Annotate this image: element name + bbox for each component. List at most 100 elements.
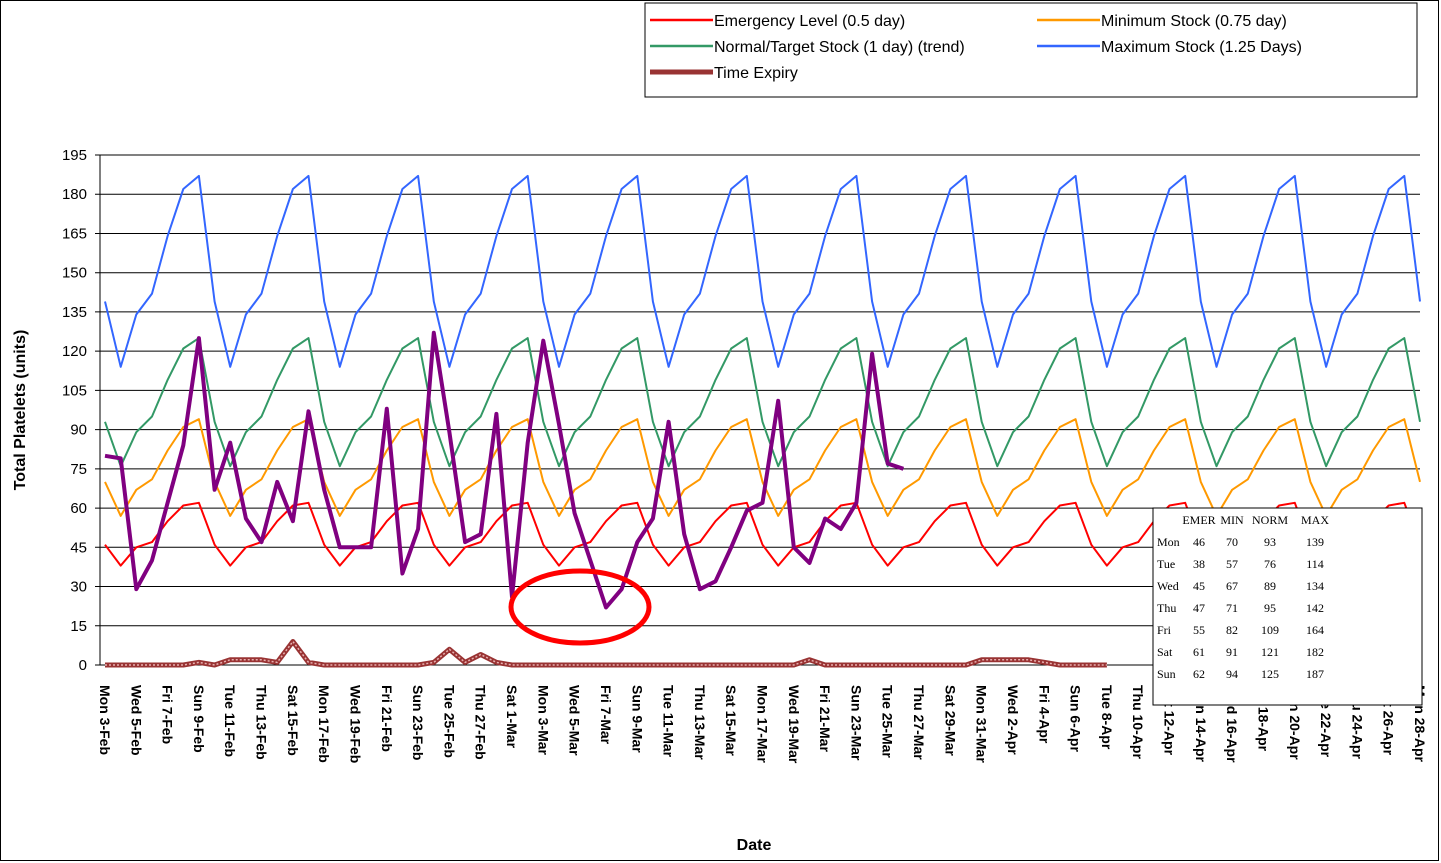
legend-label: Emergency Level (0.5 day) xyxy=(714,13,905,30)
y-tick-label: 195 xyxy=(62,147,87,164)
table-cell: 61 xyxy=(1193,645,1205,659)
y-tick-label: 45 xyxy=(70,539,87,556)
y-tick-label: 105 xyxy=(62,382,87,399)
table-cell: 125 xyxy=(1261,667,1279,681)
x-tick-label: Sat 29-Mar xyxy=(942,685,958,756)
annotation-layer xyxy=(508,568,652,646)
table-cell: 70 xyxy=(1226,535,1238,549)
x-tick-label: Sun 23-Mar xyxy=(848,685,864,761)
table-cell: 38 xyxy=(1193,557,1205,571)
table-cell: 82 xyxy=(1226,623,1238,637)
table-cell: 139 xyxy=(1306,535,1324,549)
table-header: EMER xyxy=(1182,513,1215,527)
table-box xyxy=(1152,507,1423,706)
table-cell: 134 xyxy=(1306,579,1324,593)
table-day: Tue xyxy=(1157,557,1175,571)
table-day: Wed xyxy=(1157,579,1179,593)
table-cell: 93 xyxy=(1264,535,1276,549)
maximum-stock-1-25-days-line xyxy=(104,174,1421,368)
table-cell: 121 xyxy=(1261,645,1279,659)
time-expiry-highlight-line xyxy=(105,640,1107,666)
x-tick-label: Wed 5-Feb xyxy=(128,685,144,756)
legend-label: Minimum Stock (0.75 day) xyxy=(1101,13,1287,30)
x-tick-label: Sun 23-Feb xyxy=(410,685,426,760)
table-cell: 45 xyxy=(1193,579,1205,593)
x-tick-label: Thu 27-Feb xyxy=(473,685,489,760)
x-axis-label: Date xyxy=(737,837,772,854)
table-cell: 89 xyxy=(1264,579,1276,593)
x-tick-label: Sun 9-Mar xyxy=(629,685,645,753)
x-tick-label: Wed 19-Feb xyxy=(347,685,363,763)
x-tick-label: Tue 11-Mar xyxy=(661,685,677,758)
legend-label: Normal/Target Stock (1 day) (trend) xyxy=(714,39,965,56)
x-tick-label: Sat 15-Mar xyxy=(723,685,739,756)
table-header: NORM xyxy=(1252,513,1288,527)
x-tick-label: Mon 3-Mar xyxy=(535,685,551,756)
table-cell: 47 xyxy=(1193,601,1205,615)
time-expiry-line xyxy=(105,639,1107,668)
x-tick-label: Thu 27-Mar xyxy=(911,685,927,760)
table-cell: 91 xyxy=(1226,645,1238,659)
x-tick-label: Tue 25-Mar xyxy=(880,685,896,758)
legend-label: Maximum Stock (1.25 Days) xyxy=(1101,39,1302,56)
x-tick-label: Sun 9-Feb xyxy=(191,685,207,753)
x-tick-label: Fri 4-Apr xyxy=(1036,685,1052,744)
x-tick-label: Thu 10-Apr xyxy=(1130,685,1146,759)
data-table: EMER MIN NORM MAX Mon 46 70 93 139 Tue 38 57 76 114 We… xyxy=(1152,507,1423,706)
y-tick-label: 15 xyxy=(70,618,87,635)
y-tick-label: 150 xyxy=(62,265,87,282)
table-cell: 95 xyxy=(1264,601,1276,615)
x-tick-label: Fri 7-Feb xyxy=(160,685,176,744)
y-tick-label: 75 xyxy=(70,461,87,478)
table-cell: 142 xyxy=(1306,601,1324,615)
table-day: Fri xyxy=(1157,623,1172,637)
x-tick-label: Mon 17-Feb xyxy=(316,685,332,763)
stock-level-line xyxy=(104,330,905,610)
table-header: MIN xyxy=(1220,513,1244,527)
table-day: Thu xyxy=(1157,601,1176,615)
y-tick-label: 90 xyxy=(70,422,87,439)
normal-target-stock-1-day-trend-line xyxy=(104,337,1421,468)
x-tick-label: Sun 6-Apr xyxy=(1068,685,1084,752)
y-tick-label: 120 xyxy=(62,343,87,360)
table-cell: 164 xyxy=(1306,623,1324,637)
table-header: MAX xyxy=(1301,513,1329,527)
table-cell: 109 xyxy=(1261,623,1279,637)
table-cell: 46 xyxy=(1193,535,1205,549)
highlight-ellipse xyxy=(508,568,652,646)
y-axis-label: Total Platelets (units) xyxy=(12,330,29,491)
table-cell: 187 xyxy=(1306,667,1324,681)
x-tick-label: Mon 17-Mar xyxy=(755,685,771,763)
y-axis-ticks: 0 15 30 45 60 75 90 105 120 135 150 165 180 195 xyxy=(62,147,87,674)
y-tick-label: 30 xyxy=(70,579,87,596)
table-cell: 55 xyxy=(1193,623,1205,637)
table-cell: 71 xyxy=(1226,601,1238,615)
x-tick-label: Mon 3-Feb xyxy=(97,685,113,755)
x-tick-label: Sat 1-Mar xyxy=(504,685,520,749)
x-tick-label: Tue 11-Feb xyxy=(222,685,238,757)
table-cell: 94 xyxy=(1226,667,1238,681)
table-cell: 76 xyxy=(1264,557,1276,571)
x-tick-label: Thu 13-Mar xyxy=(692,685,708,760)
x-tick-label: Sat 15-Feb xyxy=(285,685,301,756)
table-day: Mon xyxy=(1157,535,1180,549)
table-cell: 182 xyxy=(1306,645,1324,659)
legend: Emergency Level (0.5 day) Minimum Stock (… xyxy=(644,2,1418,98)
x-tick-label: Fri 7-Mar xyxy=(598,685,614,745)
x-tick-label: Fri 21-Feb xyxy=(379,685,395,752)
y-tick-label: 135 xyxy=(62,304,87,321)
x-tick-label: Wed 2-Apr xyxy=(1005,685,1021,755)
table-cell: 62 xyxy=(1193,667,1205,681)
y-tick-label: 165 xyxy=(62,225,87,242)
x-tick-label: Thu 13-Feb xyxy=(254,685,270,760)
x-tick-label: Mon 31-Mar xyxy=(974,685,990,763)
x-tick-label: Tue 8-Apr xyxy=(1099,685,1115,750)
table-cell: 57 xyxy=(1226,557,1238,571)
x-tick-label: Wed 19-Mar xyxy=(786,685,802,764)
x-tick-label: Tue 25-Feb xyxy=(441,685,457,758)
y-tick-label: 0 xyxy=(79,657,87,674)
table-cell: 67 xyxy=(1226,579,1238,593)
x-tick-label: Fri 21-Mar xyxy=(817,685,833,752)
